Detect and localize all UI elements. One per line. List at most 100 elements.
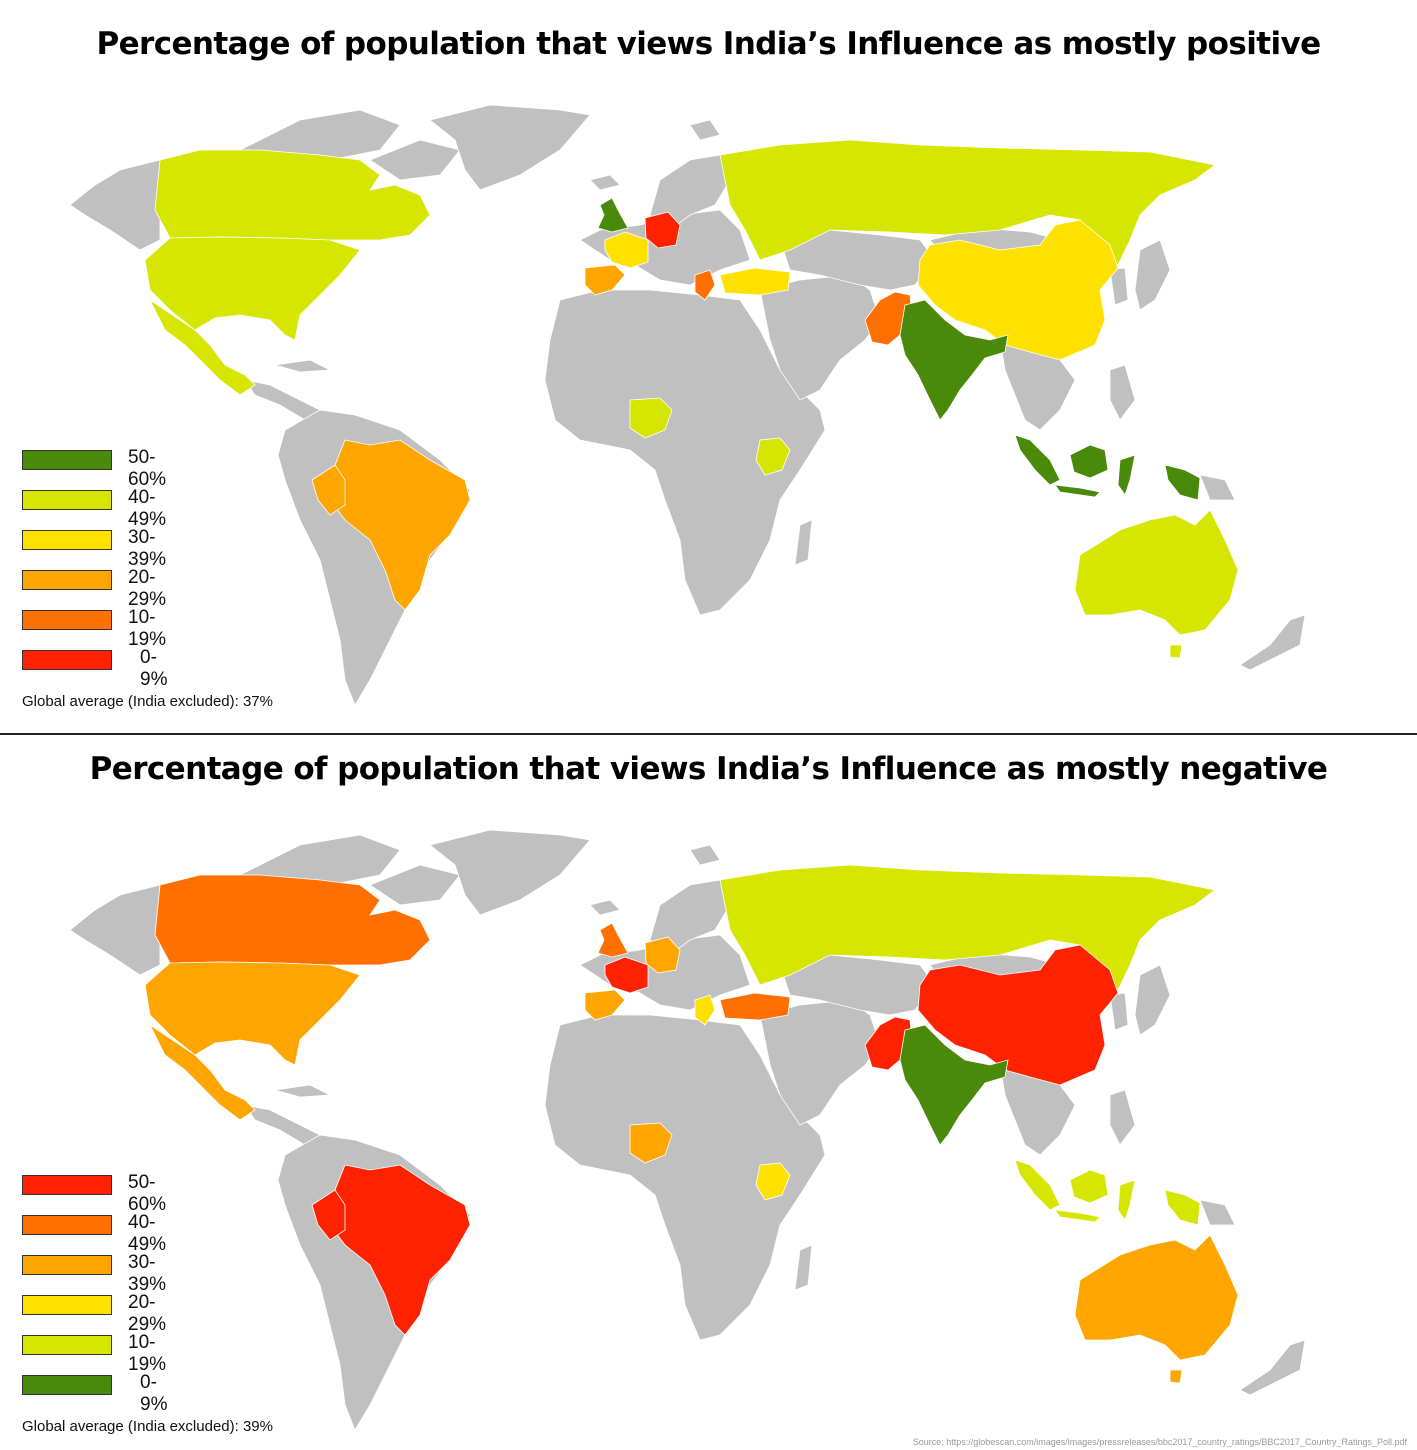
central-asia (779, 954, 936, 1016)
philippines (1109, 364, 1136, 421)
svalbard (689, 119, 721, 141)
global-average: Global average (India excluded): 39% (22, 1418, 273, 1435)
africa (544, 289, 826, 616)
panel-positive: Percentage of population that views Indi… (22, 26, 1321, 710)
surveyed-countries (144, 139, 1239, 659)
japan (1134, 239, 1171, 311)
country-usa (144, 961, 361, 1066)
greenland (429, 104, 591, 191)
country-spain (584, 264, 626, 296)
world-map (69, 829, 1306, 1431)
source-note: Source: https://globescan.com/images/ima… (912, 1437, 1407, 1447)
legend-swatch (22, 1375, 112, 1395)
country-mexico (148, 298, 256, 396)
legend-swatch (22, 1215, 112, 1235)
alaska (69, 884, 161, 976)
country-turkey (719, 992, 791, 1021)
central-america (244, 1104, 321, 1146)
country-greece (694, 269, 716, 301)
iceland (589, 899, 621, 916)
japan (1134, 964, 1171, 1036)
country-usa (144, 236, 361, 341)
country-indonesia-sulawesi (1117, 454, 1136, 496)
new-zealand (1239, 614, 1306, 671)
country-nigeria (629, 397, 673, 439)
arctic-islands-2 (369, 864, 461, 906)
legend-label: 40-49% (128, 1212, 167, 1255)
legend-label: 50-60% (128, 1172, 167, 1215)
svalbard (689, 844, 721, 866)
new-zealand (1239, 1339, 1306, 1396)
legend-swatch (22, 1335, 112, 1355)
legend-label: 30-39% (128, 527, 167, 570)
country-indonesia-papua (1164, 1189, 1201, 1226)
philippines (1109, 1089, 1136, 1146)
korea (1109, 267, 1129, 306)
country-germany (644, 936, 681, 974)
legend-swatch (22, 450, 112, 470)
country-peru (311, 1189, 346, 1241)
legend-label: 30-39% (128, 1252, 167, 1295)
country-china (917, 944, 1119, 1086)
legend-label: 10-19% (128, 1332, 167, 1375)
country-indonesia-sulawesi (1117, 1179, 1136, 1221)
panel-title: Percentage of population that views Indi… (89, 751, 1328, 787)
country-australia (1074, 509, 1239, 636)
korea (1109, 992, 1129, 1031)
world-map (69, 104, 1306, 706)
country-indonesia-papua (1164, 464, 1201, 501)
madagascar (794, 519, 813, 566)
country-india (899, 1024, 1009, 1146)
country-china (917, 219, 1119, 361)
legend-swatch (22, 1175, 112, 1195)
png (1199, 474, 1236, 501)
country-spain (584, 989, 626, 1021)
greenland (429, 829, 591, 916)
cuba (274, 359, 332, 373)
country-uk (597, 922, 629, 958)
country-uk (597, 197, 629, 233)
legend-swatch (22, 1295, 112, 1315)
legend-swatch (22, 610, 112, 630)
panel-title: Percentage of population that views Indi… (96, 26, 1321, 62)
legend-swatch (22, 650, 112, 670)
legend-label: 0-9% (140, 1372, 168, 1415)
country-australia (1074, 1234, 1239, 1361)
legend-label: 0-9% (140, 647, 168, 690)
country-india (899, 299, 1009, 421)
country-france (604, 956, 649, 994)
central-asia (779, 229, 936, 291)
legend-swatch (22, 530, 112, 550)
legend-swatch (22, 570, 112, 590)
panel-negative: Percentage of population that views Indi… (0, 725, 1417, 1450)
legend-label: 20-29% (128, 1292, 167, 1335)
panel-divider (0, 733, 1417, 735)
country-indonesia-sumatra (1014, 434, 1061, 486)
country-peru (311, 464, 346, 516)
country-indonesia-sumatra (1014, 1159, 1061, 1211)
alaska (69, 159, 161, 251)
country-turkey (719, 267, 791, 296)
country-kenya (755, 1162, 791, 1201)
cuba (274, 1084, 332, 1098)
africa (544, 1014, 826, 1341)
legend-label: 20-29% (128, 567, 167, 610)
country-australia-tasmania (1169, 644, 1183, 659)
legend-label: 40-49% (128, 487, 167, 530)
country-france (604, 231, 649, 269)
country-indonesia-java (1054, 484, 1101, 498)
country-australia-tasmania (1169, 1369, 1183, 1384)
country-greece (694, 994, 716, 1026)
country-indonesia-borneo (1069, 444, 1109, 479)
country-kenya (755, 437, 791, 476)
png (1199, 1199, 1236, 1226)
global-average: Global average (India excluded): 37% (22, 693, 273, 710)
madagascar (794, 1244, 813, 1291)
country-germany (644, 211, 681, 249)
country-mexico (148, 1023, 256, 1121)
surveyed-countries (144, 864, 1239, 1384)
country-indonesia-java (1054, 1209, 1101, 1223)
arctic-islands-2 (369, 139, 461, 181)
legend-label: 10-19% (128, 607, 167, 650)
legend-label: 50-60% (128, 447, 167, 490)
